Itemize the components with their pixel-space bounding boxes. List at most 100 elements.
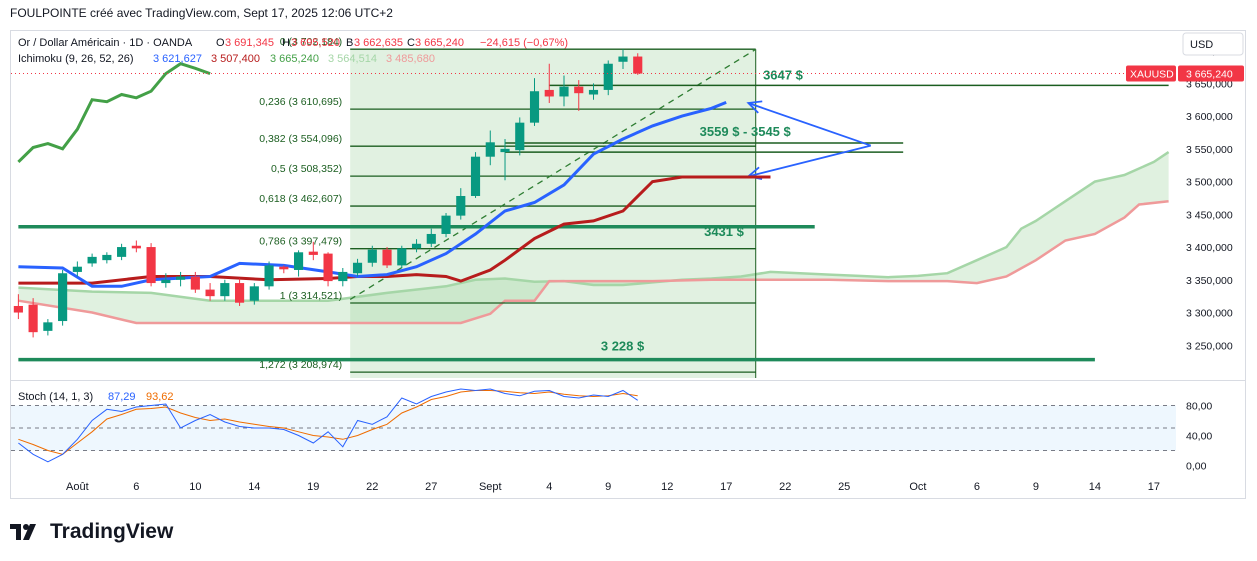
- candle-body: [308, 251, 318, 255]
- time-tick-label: 22: [779, 481, 791, 493]
- candle-body: [441, 215, 451, 234]
- ohlc-o-value: 3 691,345: [225, 37, 274, 49]
- ichimoku-span-b-value: 3 485,680: [386, 53, 435, 65]
- tradingview-logo-icon: [10, 524, 36, 540]
- time-tick-label: Sept: [479, 481, 502, 493]
- candle-body: [264, 265, 274, 287]
- candle-body: [102, 254, 112, 261]
- price-tick-label: 3 250,000: [1186, 340, 1233, 352]
- stoch-label[interactable]: Stoch (14, 1, 3): [18, 391, 93, 403]
- candle-body: [485, 142, 495, 157]
- time-tick-label: Août: [66, 481, 89, 493]
- time-tick-label: 9: [1033, 481, 1039, 493]
- candle-body: [249, 286, 259, 301]
- time-tick-label: 12: [661, 481, 673, 493]
- level-3647-label: 3647 $: [763, 67, 804, 82]
- candle-body: [603, 63, 613, 90]
- ichimoku-tenkan-value: 3 621,627: [153, 53, 202, 65]
- ichimoku-label[interactable]: Ichimoku (9, 26, 52, 26): [18, 53, 134, 65]
- ohlc-c-label: C: [407, 37, 415, 49]
- ohlc-b-value: 3 662,635: [354, 37, 403, 49]
- time-tick-label: 25: [838, 481, 850, 493]
- ohlc-o-label: O: [216, 37, 225, 49]
- fib-level-label: 1,272 (3 208,974): [259, 359, 342, 371]
- ohlc-h-value: 3 695,520: [291, 37, 340, 49]
- time-tick-label: 19: [307, 481, 319, 493]
- ohlc-change: −24,615 (−0,67%): [480, 37, 568, 49]
- candle-body: [323, 253, 333, 282]
- fib-level-label: 0,618 (3 462,607): [259, 193, 342, 205]
- time-tick-label: 14: [248, 481, 260, 493]
- ichimoku-span-a-line: [18, 151, 1170, 302]
- candle-body: [131, 245, 141, 249]
- candle-body: [367, 249, 377, 263]
- ohlc-c-value: 3 665,240: [415, 37, 464, 49]
- level-3559-3545-label: 3559 $ - 3545 $: [700, 124, 792, 139]
- candle-body: [456, 195, 466, 216]
- time-tick-label: 27: [425, 481, 437, 493]
- candle-body: [235, 283, 245, 303]
- fib-level-label: 0,382 (3 554,096): [259, 133, 342, 145]
- candle-body: [544, 89, 554, 97]
- price-tick-label: 3 550,000: [1186, 144, 1233, 156]
- ichimoku-chikou-line: [17, 62, 211, 163]
- level-3228-label: 3 228 $: [601, 339, 645, 354]
- price-tick-label: 3 350,000: [1186, 275, 1233, 287]
- time-tick-label: 22: [366, 481, 378, 493]
- time-tick-label: 6: [133, 481, 139, 493]
- fib-level-label: 0,786 (3 397,479): [259, 236, 342, 248]
- candle-body: [397, 248, 407, 266]
- candle-body: [58, 273, 68, 322]
- candle-body: [87, 256, 97, 264]
- candle-body: [500, 148, 510, 153]
- candle-body: [146, 247, 156, 284]
- stoch-tick-label: 40,00: [1186, 431, 1212, 443]
- candle-body: [382, 249, 392, 266]
- tradingview-brand[interactable]: TradingView: [50, 520, 174, 543]
- candle-body: [588, 89, 599, 95]
- price-tick-label: 3 300,000: [1186, 308, 1233, 320]
- candle-body: [279, 266, 289, 270]
- time-tick-label: 4: [546, 481, 552, 493]
- fib-zone: [350, 49, 756, 378]
- candle-body: [529, 91, 540, 123]
- time-tick-label: Oct: [909, 481, 926, 493]
- stoch-d-line: [18, 390, 638, 455]
- symbol-badge-text: XAUUSD: [1130, 69, 1174, 81]
- candle-body: [72, 266, 82, 272]
- last-price-badge: [1178, 65, 1244, 82]
- ichimoku-chikou-value: 3 665,240: [270, 53, 319, 65]
- trend-line: [349, 48, 757, 300]
- stoch-band: [11, 405, 1176, 451]
- ichimoku-kijun-line: [18, 175, 771, 285]
- candle-body: [352, 262, 363, 274]
- stoch-tick-label: 80,00: [1186, 401, 1212, 413]
- ohlc-h-label: H: [282, 37, 290, 49]
- candle-body: [426, 233, 436, 244]
- time-tick-label: 14: [1089, 481, 1101, 493]
- candle-body: [515, 122, 525, 151]
- blue-arrow-line: [748, 102, 872, 147]
- time-tick-label: 9: [605, 481, 611, 493]
- candle-body: [117, 247, 127, 257]
- candle-body: [28, 304, 38, 333]
- candle-body: [574, 86, 584, 94]
- candle-body: [633, 56, 643, 74]
- candle-body: [293, 252, 304, 270]
- ichimoku-span-a-value: 3 564,514: [328, 53, 377, 65]
- level-3431-label: 3431 $: [704, 224, 745, 239]
- ichimoku-tenkan-line: [18, 101, 727, 288]
- candle-body: [13, 305, 23, 313]
- last-price-label: 3 665,240: [1186, 69, 1233, 81]
- candle-body: [43, 322, 53, 331]
- blue-arrow-line: [748, 144, 871, 178]
- time-tick-label: 10: [189, 481, 201, 493]
- candle-body: [338, 271, 348, 282]
- price-tick-label: 3 400,000: [1186, 242, 1233, 254]
- stoch-tick-label: 0,00: [1186, 461, 1207, 473]
- fib-level-label: 1 (3 314,521): [280, 290, 342, 302]
- candle-body: [205, 289, 215, 297]
- candle-body: [618, 56, 628, 62]
- currency-button[interactable]: [1182, 32, 1244, 56]
